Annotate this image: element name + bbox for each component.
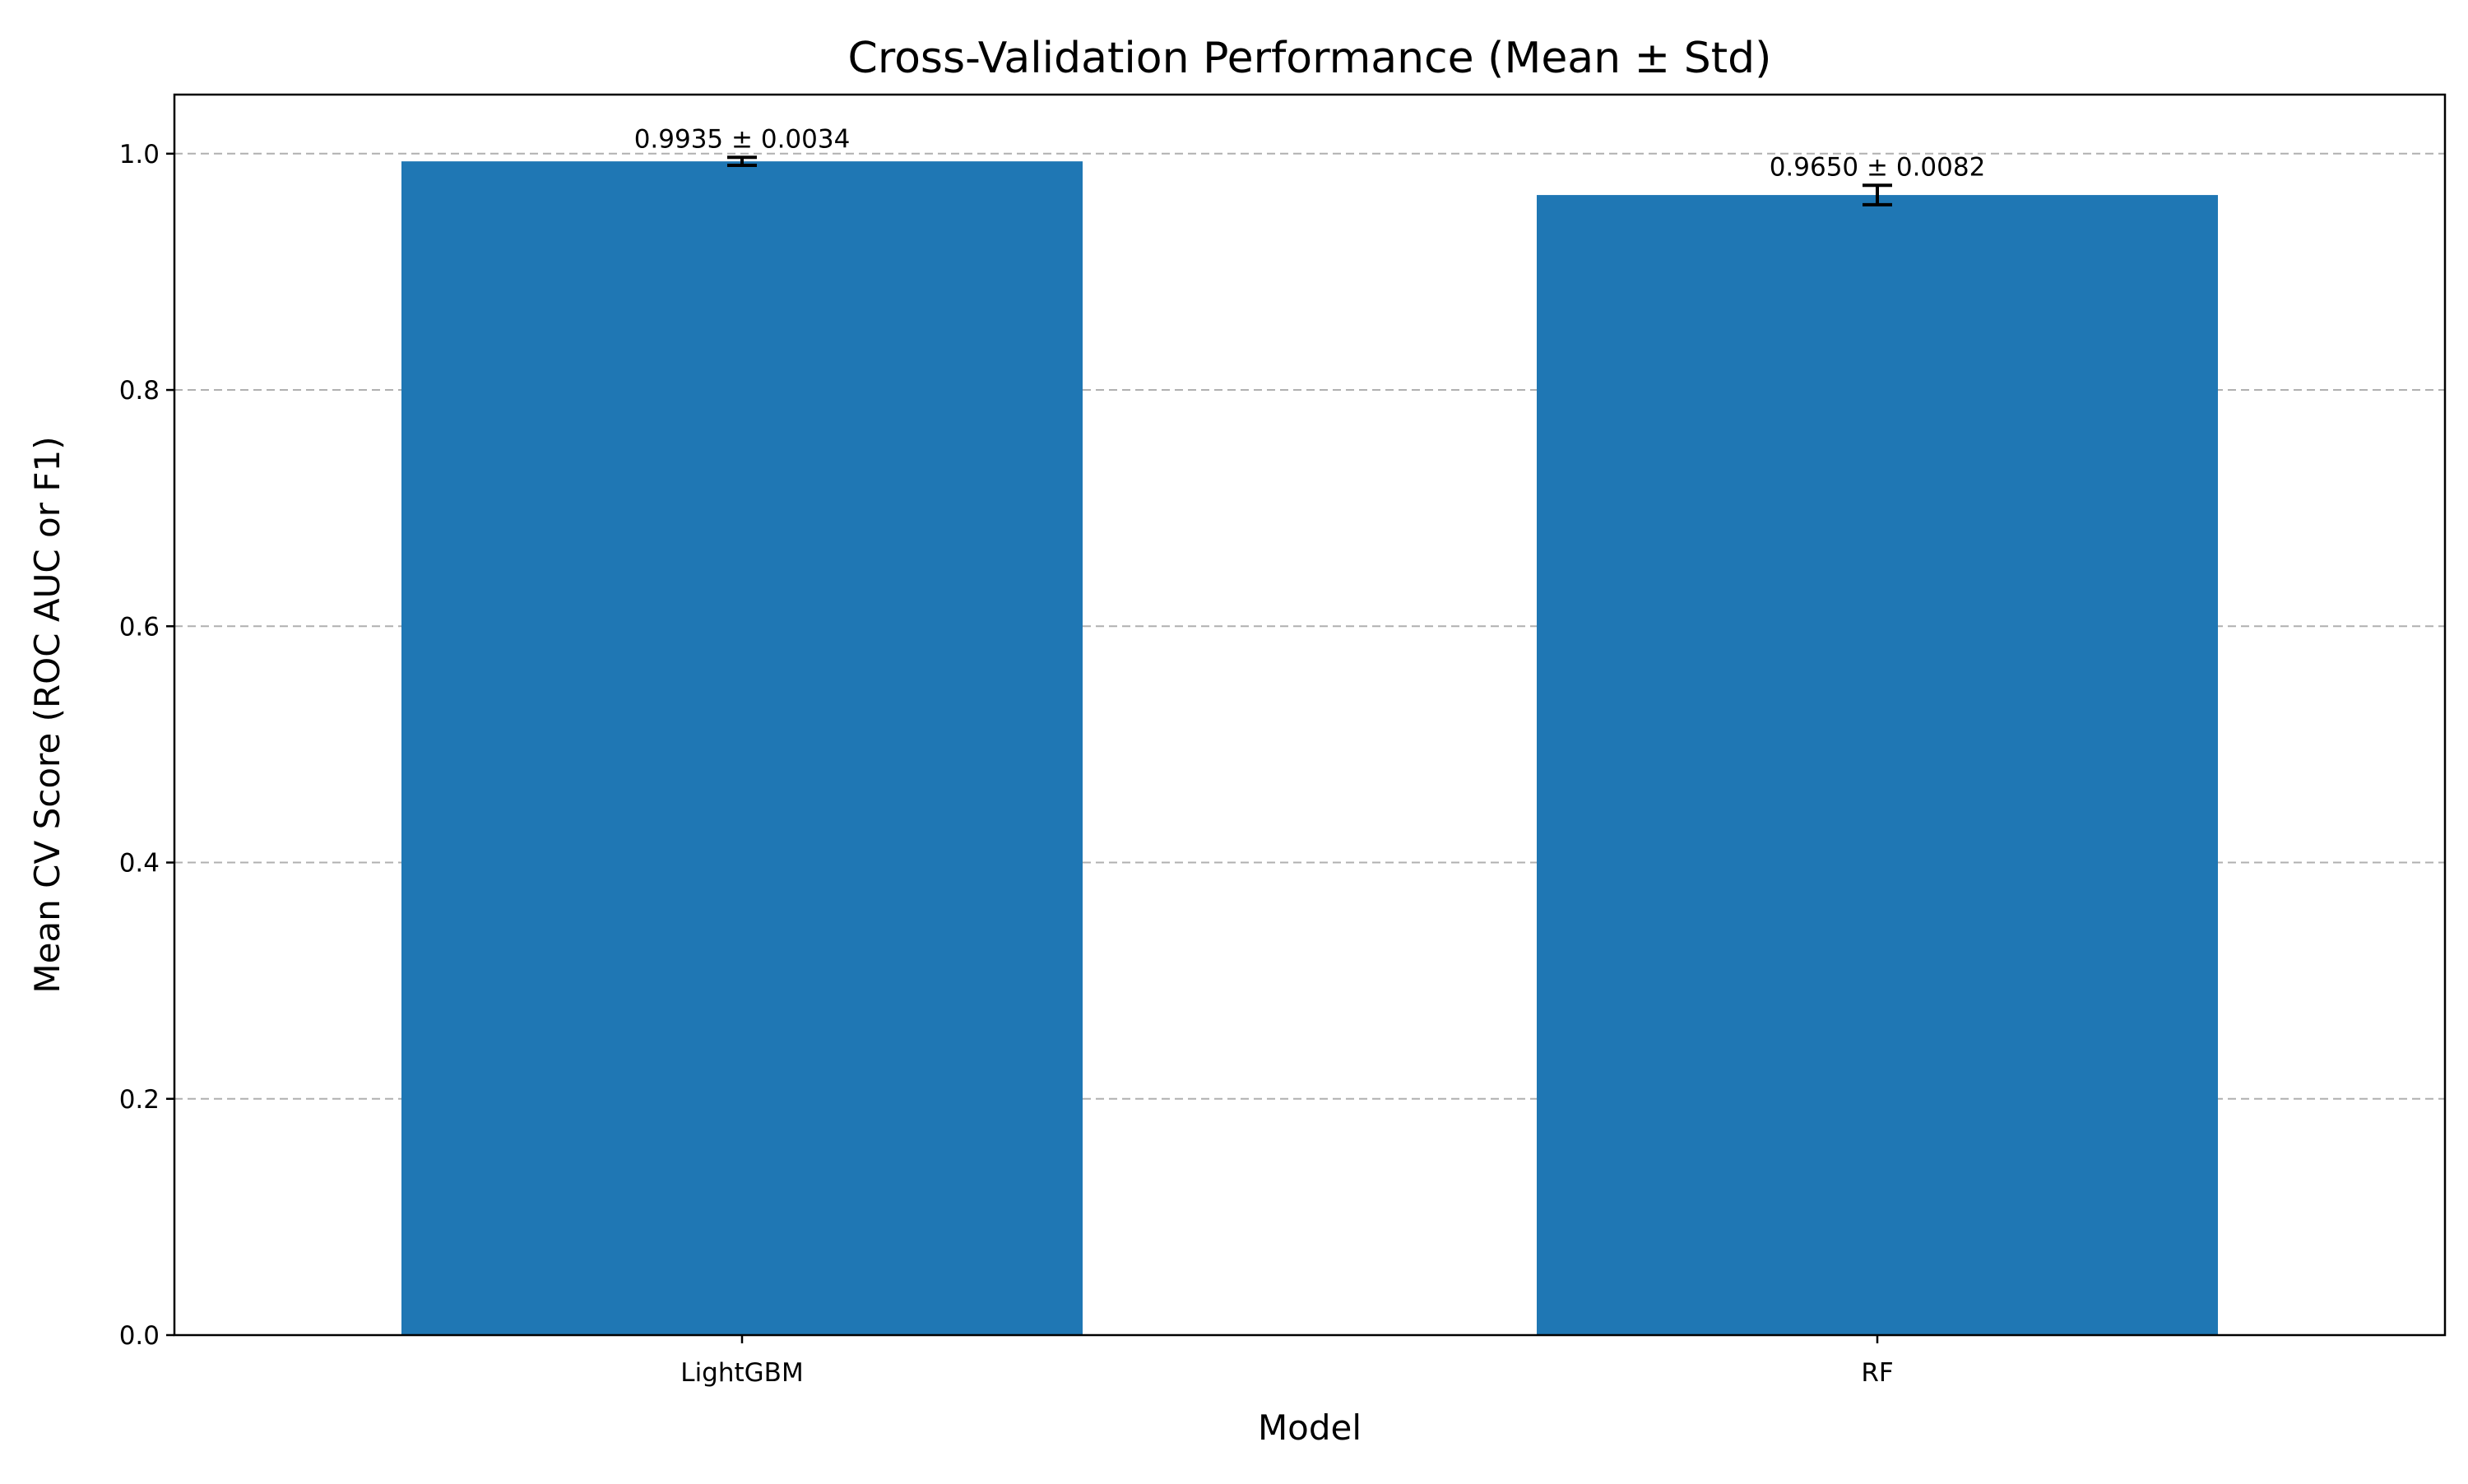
y-tick-label: 1.0 (119, 140, 160, 169)
y-tick-label: 0.0 (119, 1321, 160, 1351)
x-tick-label: RF (1861, 1358, 1893, 1388)
y-tick-label: 0.6 (119, 612, 160, 642)
error-bars-layer (727, 155, 1892, 206)
y-axis-title: Mean CV Score (ROC AUC or F1) (27, 436, 67, 993)
y-tick-label: 0.4 (119, 849, 160, 879)
bar-lightgbm (401, 161, 1083, 1335)
bars-layer (401, 161, 2218, 1336)
y-tick-label: 0.2 (119, 1085, 160, 1115)
bar-rf (1537, 195, 2218, 1336)
y-axis-ticks: 0.0 0.2 0.4 0.6 0.8 1.0 (119, 140, 174, 1351)
data-label: 0.9650 ± 0.0082 (1770, 152, 1986, 182)
x-axis-ticks: LightGBM RF (680, 1335, 1894, 1388)
chart-title: Cross-Validation Performance (Mean ± Std… (848, 34, 1772, 83)
data-label: 0.9935 ± 0.0034 (634, 124, 851, 154)
plot-frame (173, 93, 2447, 1337)
x-axis-title: Model (1258, 1407, 1362, 1448)
data-labels-layer: 0.9935 ± 0.0034 0.9650 ± 0.0082 (634, 124, 1986, 182)
x-tick-label: LightGBM (680, 1358, 803, 1388)
y-tick-label: 0.8 (119, 376, 160, 406)
grid-layer (174, 152, 2445, 1100)
